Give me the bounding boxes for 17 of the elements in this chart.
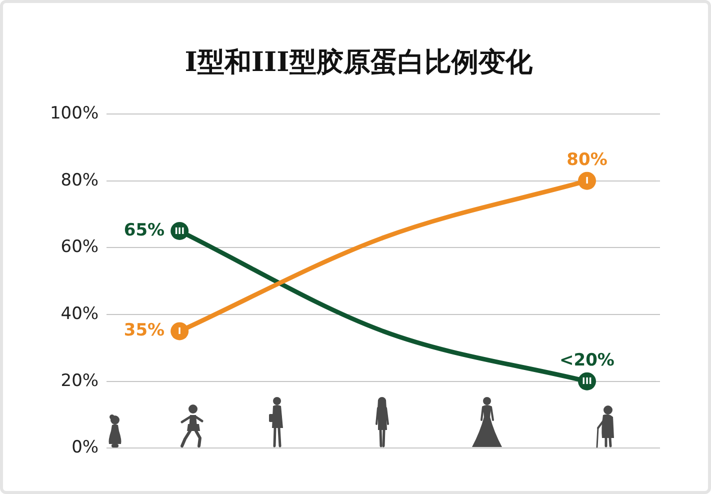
series-label: I [585, 176, 589, 187]
text: I [178, 327, 182, 338]
y-tick-label: 20% [60, 370, 99, 391]
y-tick-label: 0% [72, 438, 99, 458]
y-tick-label: 40% [60, 304, 99, 324]
text: III [582, 377, 592, 388]
y-tick-label: 80% [60, 170, 99, 190]
data-label: 80% [566, 150, 608, 170]
series-label: III [174, 226, 185, 237]
y-tick-label: 100% [50, 103, 99, 124]
y-tick-label: 60% [60, 237, 99, 258]
data-label: 65% [124, 220, 165, 240]
point [578, 172, 596, 190]
chart-title: I型和III型胶原蛋白比例变化 [184, 46, 534, 80]
data-label: <20% [560, 350, 614, 370]
data-label: 35% [124, 320, 165, 341]
point [170, 322, 189, 340]
